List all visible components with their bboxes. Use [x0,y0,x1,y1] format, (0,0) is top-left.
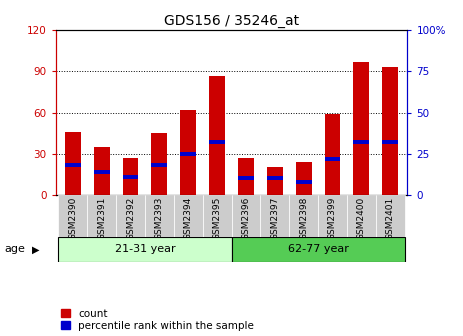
Bar [209,76,225,195]
Text: GSM2395: GSM2395 [213,197,222,240]
Bar [209,140,225,144]
Bar [174,195,203,237]
Bar [296,180,312,184]
Text: GSM2392: GSM2392 [126,197,135,240]
Bar [58,237,232,262]
Bar [267,167,283,195]
Bar [325,114,340,195]
Title: GDS156 / 35246_at: GDS156 / 35246_at [164,14,299,28]
Bar [151,133,167,195]
Bar [151,163,167,167]
Bar [260,195,289,237]
Bar [296,162,312,195]
Bar [116,195,145,237]
Bar [325,157,340,161]
Bar [203,195,232,237]
Text: 62-77 year: 62-77 year [288,245,349,254]
Text: GSM2393: GSM2393 [155,197,164,240]
Text: GSM2391: GSM2391 [97,197,106,240]
Bar [58,195,88,237]
Bar [238,158,254,195]
Text: 21-31 year: 21-31 year [115,245,175,254]
Bar [94,147,110,195]
Bar [88,195,116,237]
Bar [353,140,369,144]
Bar [123,175,138,179]
Bar [180,152,196,156]
Bar [347,195,375,237]
Bar [382,67,398,195]
Bar [94,170,110,174]
Text: GSM2397: GSM2397 [270,197,279,240]
Text: GSM2396: GSM2396 [241,197,250,240]
Text: ▶: ▶ [31,244,39,254]
Bar [289,195,318,237]
Bar [65,163,81,167]
Text: GSM2400: GSM2400 [357,197,366,240]
Text: GSM2401: GSM2401 [386,197,394,240]
Text: GSM2394: GSM2394 [184,197,193,240]
Bar [238,176,254,180]
Text: GSM2399: GSM2399 [328,197,337,240]
Text: GSM2398: GSM2398 [299,197,308,240]
Text: age: age [5,244,25,254]
Bar [232,195,260,237]
Legend: count, percentile rank within the sample: count, percentile rank within the sample [61,309,254,331]
Bar [375,195,405,237]
Bar [180,110,196,195]
Bar [353,62,369,195]
Bar [123,158,138,195]
Bar [145,195,174,237]
Bar [382,140,398,144]
Text: GSM2390: GSM2390 [69,197,77,240]
Bar [232,237,405,262]
Bar [318,195,347,237]
Bar [267,176,283,180]
Bar [65,132,81,195]
